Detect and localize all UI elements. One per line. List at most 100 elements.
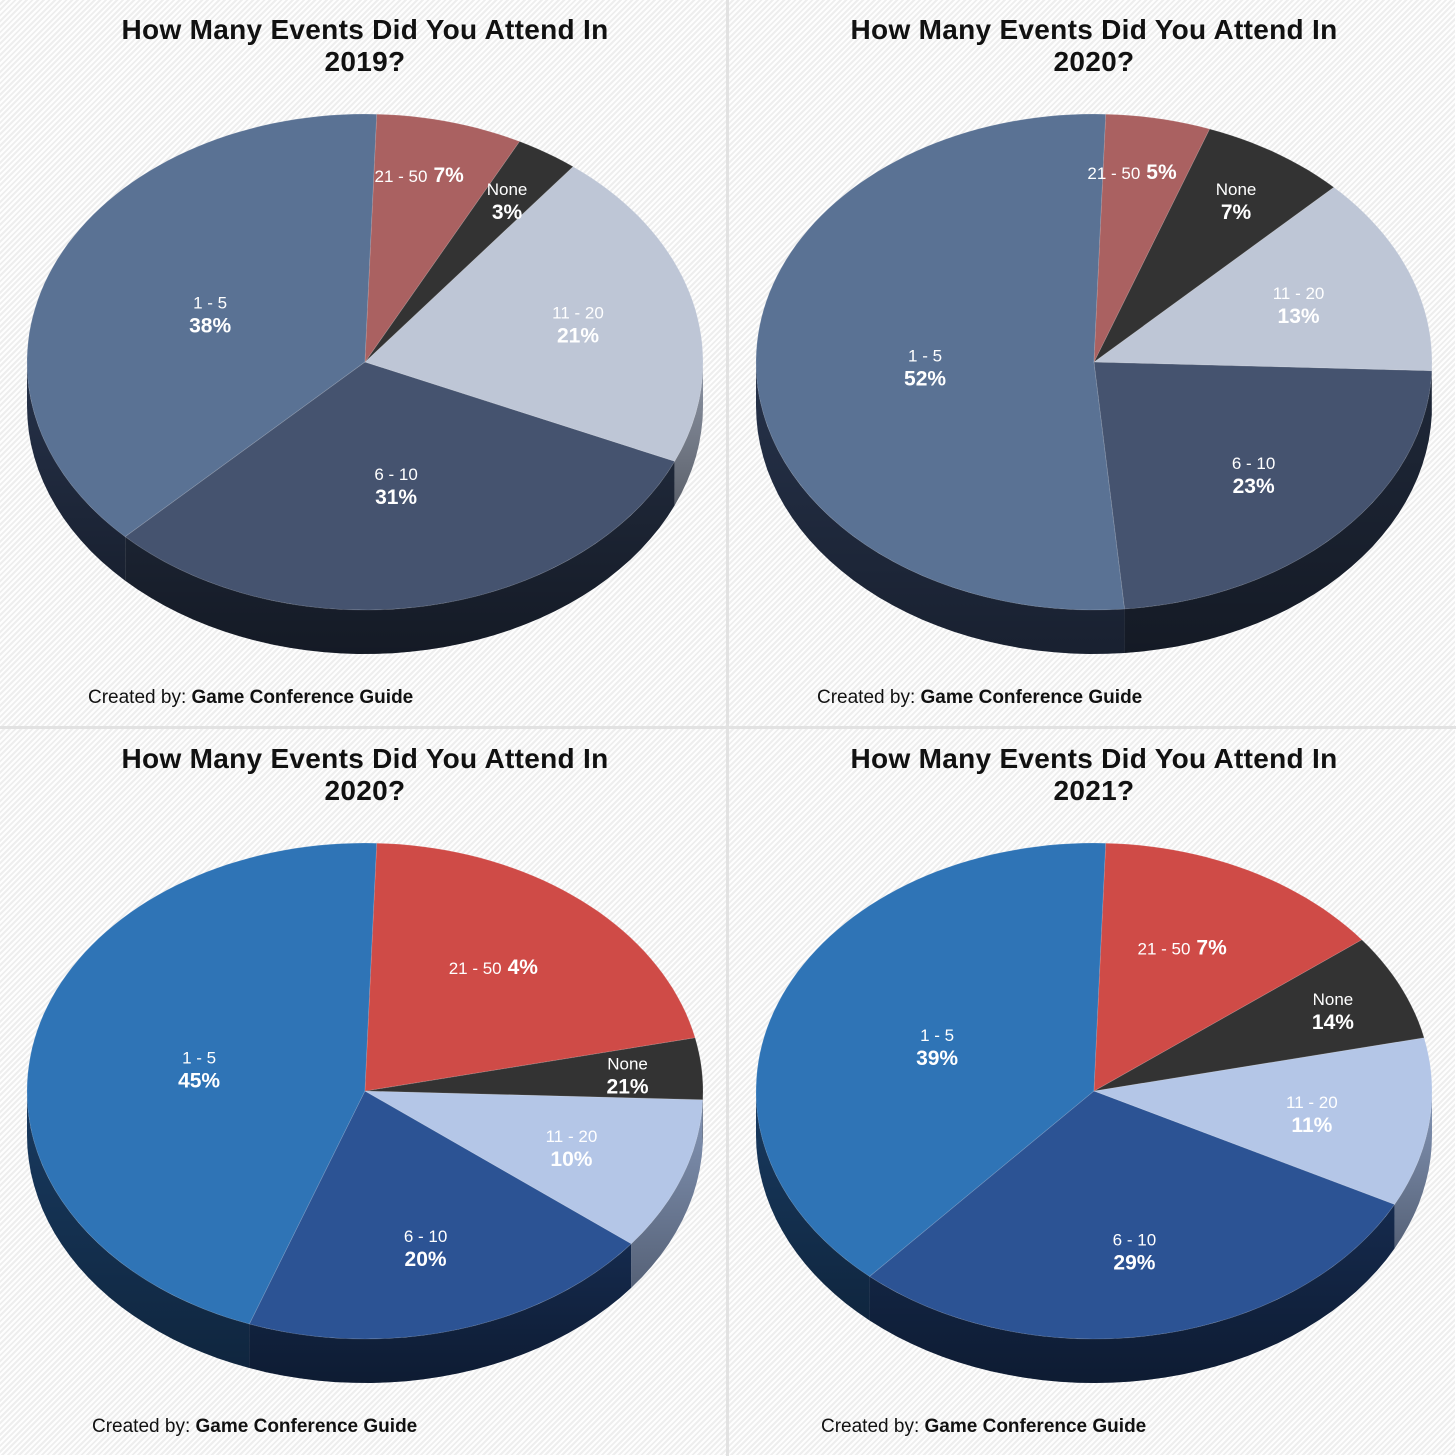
slice-category-label: 21 - 50 bbox=[1137, 940, 1190, 959]
pie-chart: 1 - 5 38% 6 - 10 31% 11 - 20 21% None 3% 21 - 50… bbox=[26, 113, 704, 654]
slice-category-label: None bbox=[607, 1054, 648, 1073]
pie-labels: 1 - 5 39% 6 - 10 29% 11 - 20 11% None 14% 21 - 5… bbox=[916, 937, 1354, 1275]
chart-title-line-2: 2020? bbox=[1053, 46, 1135, 77]
slice-category-label: 11 - 20 bbox=[546, 1127, 598, 1146]
credit-name: Game Conference Guide bbox=[191, 687, 414, 708]
slice-category-label: 21 - 50 bbox=[1087, 164, 1140, 183]
pie-slices bbox=[755, 842, 1433, 1340]
slice-percent-label: 4% bbox=[508, 956, 539, 979]
pie-side-shade bbox=[1124, 370, 1432, 653]
slice-category-label: 1 - 5 bbox=[182, 1048, 216, 1067]
slice-percent-label: 23% bbox=[1233, 475, 1275, 498]
pie-slice bbox=[364, 113, 521, 364]
slice-category-label: 21 - 50 bbox=[449, 959, 502, 978]
slice-percent-label: 7% bbox=[1221, 201, 1252, 224]
pie-side-walls bbox=[756, 362, 1432, 654]
pie-chart: 1 - 5 39% 6 - 10 29% 11 - 20 11% None 14% 21 - 5… bbox=[755, 842, 1433, 1383]
pie-side-shade bbox=[27, 1091, 250, 1368]
pie-labels: 1 - 5 52% 6 - 10 23% 11 - 20 13% None 7% 21 - 50… bbox=[904, 161, 1324, 498]
slice-category-label: 1 - 5 bbox=[193, 293, 227, 312]
slice-percent-label: 10% bbox=[550, 1148, 592, 1171]
pie-slices bbox=[755, 113, 1433, 611]
slice-percent-label: 14% bbox=[1312, 1011, 1354, 1034]
pie-side-walls bbox=[27, 362, 703, 654]
chart-title: How Many Events Did You Attend In 2019? bbox=[40, 14, 690, 78]
pie-slice bbox=[1093, 128, 1335, 363]
pie-side-shade bbox=[869, 1204, 1395, 1383]
chart-title-line-2: 2021? bbox=[1053, 775, 1135, 806]
pie-side-shade bbox=[756, 362, 1125, 654]
slice-category-label: None bbox=[487, 180, 528, 199]
pie-labels: 1 - 5 38% 6 - 10 31% 11 - 20 21% None 3% 21 - 50… bbox=[189, 164, 604, 509]
chart-title-line-2: 2019? bbox=[324, 46, 406, 77]
slice-category-label: 21 - 50 bbox=[375, 167, 428, 186]
slice-percent-label: 7% bbox=[1196, 937, 1227, 960]
pie-side-shade bbox=[125, 461, 675, 654]
pie-slice bbox=[124, 361, 676, 611]
pie-side-shade bbox=[674, 362, 703, 506]
credit-line: Created by: Game Conference Guide bbox=[88, 687, 413, 709]
chart-panel-4: How Many Events Did You Attend In 2021? … bbox=[729, 729, 1455, 1455]
pie-slice bbox=[26, 842, 378, 1325]
pie-side-shade bbox=[756, 1091, 870, 1321]
chart-panel-2: How Many Events Did You Attend In 2020? … bbox=[729, 0, 1455, 726]
panel-divider-horizontal bbox=[0, 726, 1456, 729]
pie-slice bbox=[1092, 1037, 1433, 1205]
pie-slices bbox=[26, 842, 704, 1340]
pie-chart: 1 - 5 52% 6 - 10 23% 11 - 20 13% None 7% 21 - 50… bbox=[755, 113, 1433, 654]
slice-percent-label: 11% bbox=[1291, 1114, 1332, 1137]
pie-labels: 1 - 5 45% 6 - 10 20% 11 - 20 10% None 21% 21 - 5… bbox=[178, 956, 649, 1271]
pie-side-walls bbox=[756, 1091, 1432, 1383]
slice-category-label: None bbox=[1313, 990, 1354, 1009]
chart-panel-3: How Many Events Did You Attend In 2020? … bbox=[0, 729, 726, 1455]
slice-percent-label: 39% bbox=[916, 1047, 958, 1070]
slice-category-label: 11 - 20 bbox=[552, 303, 604, 322]
credit-prefix: Created by: bbox=[821, 1416, 920, 1437]
slice-percent-label: 52% bbox=[904, 367, 946, 390]
pie-slice bbox=[364, 1090, 704, 1245]
slice-percent-label: 7% bbox=[433, 164, 464, 187]
pie-slice bbox=[1092, 186, 1433, 372]
pie-slice bbox=[1093, 939, 1425, 1092]
chart-panel-1: How Many Events Did You Attend In 2019? … bbox=[0, 0, 726, 726]
slice-category-label: 6 - 10 bbox=[1113, 1230, 1156, 1249]
pie-slice bbox=[755, 842, 1107, 1277]
credit-name: Game Conference Guide bbox=[924, 1416, 1147, 1437]
pie-slice bbox=[364, 1037, 704, 1101]
pie-side-shade bbox=[27, 362, 126, 581]
slice-category-label: 11 - 20 bbox=[1286, 1093, 1338, 1112]
pie-slice bbox=[868, 1090, 1396, 1340]
pie-slice bbox=[364, 166, 704, 462]
slice-percent-label: 20% bbox=[405, 1248, 447, 1271]
chart-title: How Many Events Did You Attend In 2020? bbox=[40, 743, 690, 807]
pie-slice bbox=[364, 140, 574, 363]
slice-category-label: None bbox=[1216, 180, 1257, 199]
pie-slice bbox=[26, 113, 378, 538]
pie-side-shade bbox=[249, 1243, 632, 1383]
chart-title-line-1: How Many Events Did You Attend In bbox=[121, 743, 609, 774]
chart-title: How Many Events Did You Attend In 2021? bbox=[769, 743, 1419, 807]
slice-percent-label: 31% bbox=[375, 486, 417, 509]
chart-title: How Many Events Did You Attend In 2020? bbox=[769, 14, 1419, 78]
slice-percent-label: 21% bbox=[607, 1075, 649, 1098]
slice-category-label: 1 - 5 bbox=[908, 346, 942, 365]
pie-slice bbox=[1093, 842, 1363, 1092]
chart-title-line-1: How Many Events Did You Attend In bbox=[850, 14, 1338, 45]
pie-slice bbox=[1093, 361, 1433, 610]
pie-slice bbox=[364, 842, 696, 1092]
credit-name: Game Conference Guide bbox=[920, 687, 1143, 708]
credit-prefix: Created by: bbox=[92, 1416, 191, 1437]
credit-line: Created by: Game Conference Guide bbox=[821, 1416, 1146, 1438]
slice-percent-label: 13% bbox=[1278, 305, 1320, 328]
pie-slice bbox=[248, 1090, 632, 1340]
chart-title-line-1: How Many Events Did You Attend In bbox=[850, 743, 1338, 774]
pie-slice bbox=[1093, 113, 1211, 363]
pie-slices bbox=[26, 113, 704, 611]
slice-category-label: 6 - 10 bbox=[374, 465, 417, 484]
credit-prefix: Created by: bbox=[817, 687, 916, 708]
slice-category-label: 11 - 20 bbox=[1273, 284, 1325, 303]
slice-percent-label: 3% bbox=[492, 201, 523, 224]
slice-category-label: 1 - 5 bbox=[920, 1026, 954, 1045]
pie-chart: 1 - 5 45% 6 - 10 20% 11 - 20 10% None 21% 21 - 5… bbox=[26, 842, 704, 1383]
